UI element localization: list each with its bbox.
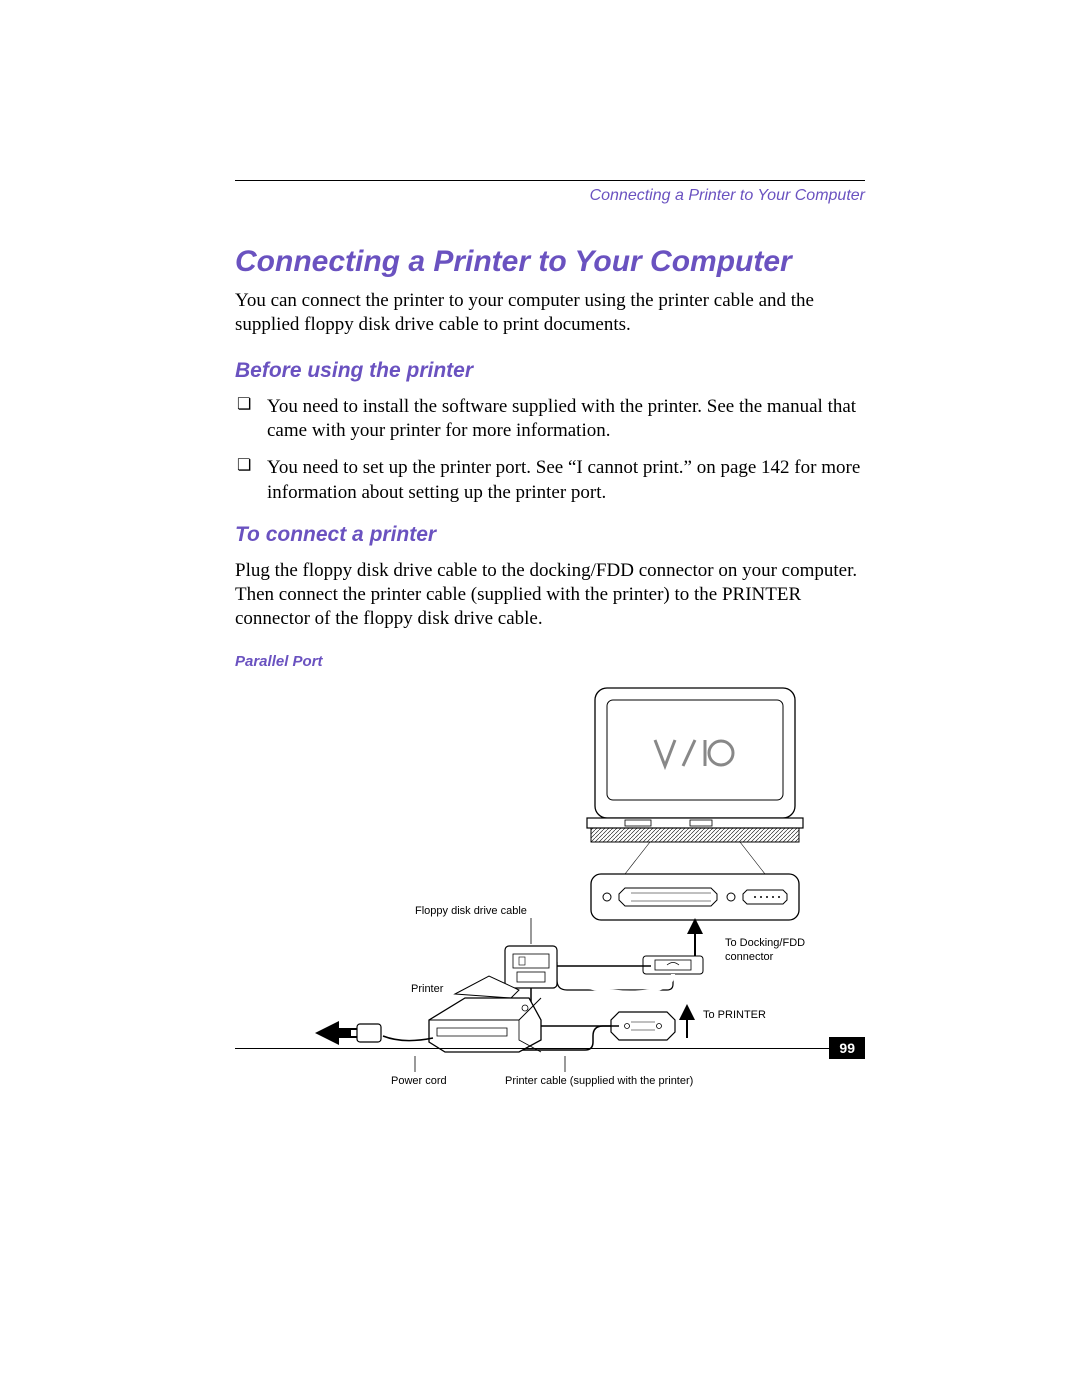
label-to-docking2: connector: [725, 951, 774, 963]
list-item: You need to install the software supplie…: [235, 395, 865, 444]
label-floppy-cable: Floppy disk drive cable: [415, 905, 527, 917]
label-to-docking: To Docking/FDD: [725, 937, 805, 949]
label-power-cord: Power cord: [391, 1075, 447, 1087]
section-connect-heading: To connect a printer: [235, 523, 865, 547]
parallel-port-figure: To Docking/FDD connector Floppy disk: [295, 678, 855, 1098]
page: Connecting a Printer to Your Computer Co…: [0, 0, 1080, 1397]
power-cord-icon: [345, 1024, 433, 1042]
connect-paragraph: Plug the floppy disk drive cable to the …: [235, 559, 865, 630]
label-to-printer: To PRINTER: [703, 1009, 766, 1021]
docking-station-icon: [591, 874, 799, 920]
arrow-left-icon: [315, 1021, 351, 1045]
page-footer: 99: [235, 1048, 865, 1049]
list-item: You need to set up the printer port. See…: [235, 456, 865, 505]
before-bullet-list: You need to install the software supplie…: [235, 395, 865, 506]
page-number-badge: 99: [829, 1037, 865, 1059]
fdd-plug-icon: [643, 956, 703, 974]
label-printer: Printer: [411, 983, 444, 995]
printer-plug-icon: [611, 1012, 675, 1040]
laptop-icon: [587, 688, 803, 842]
figure-caption: Parallel Port: [235, 653, 865, 670]
section-before-heading: Before using the printer: [235, 359, 865, 383]
intro-paragraph: You can connect the printer to your comp…: [235, 289, 865, 337]
rule-top: [235, 180, 865, 181]
page-title: Connecting a Printer to Your Computer: [235, 245, 865, 279]
arrow-to-docking-icon: [687, 918, 703, 958]
label-printer-cable: Printer cable (supplied with the printer…: [505, 1075, 693, 1087]
fdd-cable-box-icon: [505, 946, 557, 988]
arrow-to-printer-icon: [679, 1004, 695, 1038]
running-header: Connecting a Printer to Your Computer: [235, 187, 865, 205]
